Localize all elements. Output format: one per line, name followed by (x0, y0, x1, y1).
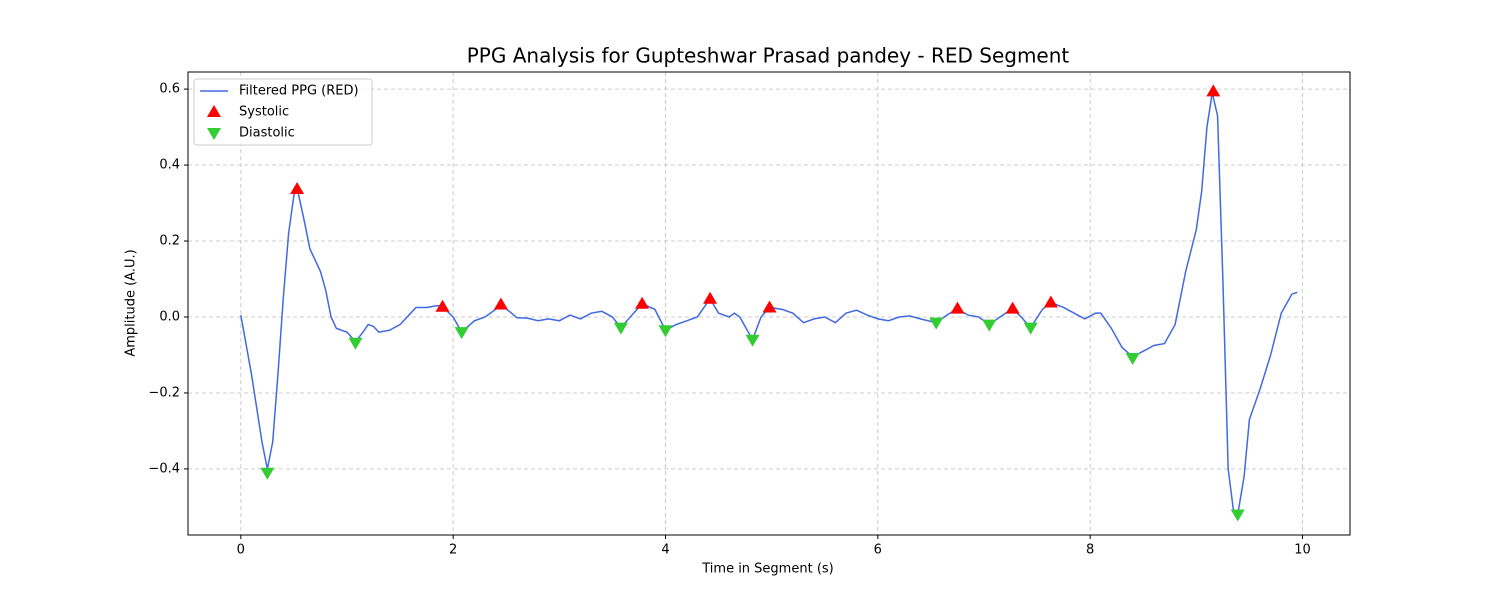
chart-title: PPG Analysis for Gupteshwar Prasad pande… (467, 44, 1070, 68)
diastolic-marker (929, 317, 944, 330)
legend-swatch (207, 105, 221, 117)
legend-label: Diastolic (239, 126, 295, 141)
diastolic-marker (613, 322, 628, 335)
x-tick-label: 0 (237, 543, 245, 558)
systolic-marker (635, 296, 650, 309)
systolic-marker (762, 300, 777, 313)
diastolic-marker (658, 325, 673, 338)
diastolic-marker (745, 334, 760, 347)
x-tick-label: 6 (874, 543, 882, 558)
x-tick-label: 10 (1294, 543, 1311, 558)
systolic-marker (1043, 295, 1058, 308)
legend-swatch (207, 128, 221, 140)
x-tick-label: 4 (661, 543, 669, 558)
legend-box (193, 78, 373, 146)
y-axis-label: Amplitude (A.U.) (124, 249, 139, 356)
diastolic-marker (1125, 353, 1140, 366)
y-tick-label: 0.6 (159, 82, 180, 97)
systolic-marker (435, 299, 450, 312)
x-tick-label: 8 (1086, 543, 1094, 558)
systolic-marker (1005, 301, 1020, 314)
legend-label: Filtered PPG (RED) (239, 84, 359, 99)
systolic-marker (1206, 84, 1221, 97)
diastolic-marker (260, 467, 275, 480)
diastolic-marker (454, 327, 469, 340)
x-axis-label: Time in Segment (s) (701, 562, 833, 577)
y-tick-label: 0.4 (159, 158, 180, 173)
plot-frame (187, 71, 1351, 536)
ppg-line (240, 92, 1298, 516)
diastolic-marker (348, 337, 363, 350)
legend-label: Systolic (239, 105, 289, 120)
y-tick-label: 0.0 (159, 309, 180, 324)
systolic-marker (290, 181, 305, 194)
systolic-marker (493, 297, 508, 310)
diastolic-marker (1023, 322, 1038, 335)
y-tick-label: −0.2 (148, 385, 180, 400)
systolic-marker (950, 301, 965, 314)
diastolic-marker (1230, 509, 1245, 522)
x-tick-label: 2 (449, 543, 457, 558)
diastolic-marker (982, 319, 997, 332)
y-tick-label: −0.4 (148, 461, 180, 476)
systolic-marker (703, 291, 718, 304)
y-tick-label: 0.2 (159, 234, 180, 249)
